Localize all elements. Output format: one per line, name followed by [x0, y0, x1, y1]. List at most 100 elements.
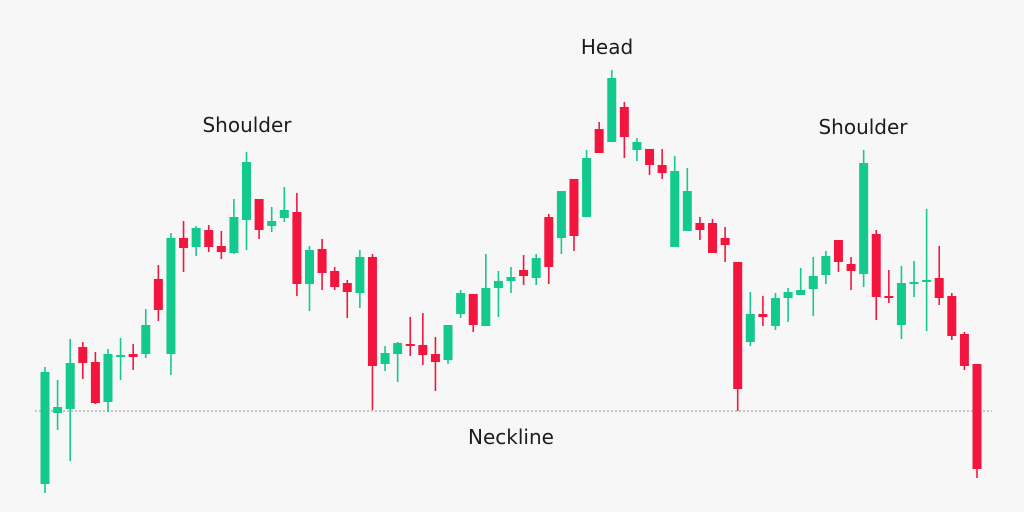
- candle-body: [443, 325, 453, 360]
- candle-body: [204, 230, 214, 247]
- candle-body: [317, 249, 327, 273]
- candle-60: [783, 288, 793, 322]
- candle-43: [569, 179, 579, 251]
- candle-body: [859, 163, 869, 274]
- candle-48: [632, 138, 642, 161]
- candle-7: [116, 338, 126, 380]
- candle-38: [506, 267, 516, 293]
- candle-17: [242, 152, 252, 250]
- candle-body: [493, 281, 503, 288]
- candle-body: [456, 293, 466, 314]
- candle-body: [179, 238, 189, 248]
- candle-body: [645, 149, 655, 165]
- candle-body: [506, 277, 516, 281]
- candle-27: [367, 254, 377, 410]
- candle-39: [519, 255, 529, 285]
- candle-body: [141, 325, 151, 354]
- candle-50: [657, 149, 667, 179]
- candle-51: [670, 156, 680, 247]
- candle-body: [708, 223, 718, 253]
- candle-31: [418, 313, 428, 365]
- candle-body: [833, 240, 843, 262]
- candle-59: [770, 293, 780, 330]
- candle-body: [909, 282, 919, 284]
- candle-29: [393, 342, 403, 382]
- candle-53: [695, 217, 705, 240]
- candle-body: [279, 210, 289, 218]
- candle-55: [720, 227, 730, 262]
- candle-body: [380, 353, 390, 364]
- candle-70: [909, 261, 919, 297]
- neckline-label: Neckline: [468, 425, 554, 449]
- candle-body: [519, 270, 529, 276]
- candle-body: [695, 223, 705, 230]
- candle-63: [821, 251, 831, 284]
- candle-body: [65, 363, 75, 409]
- candle-44: [582, 150, 592, 217]
- candle-54: [708, 219, 718, 253]
- candle-4: [78, 342, 88, 379]
- candle-30: [405, 317, 415, 356]
- candle-66: [859, 150, 869, 287]
- head-label: Head: [580, 35, 634, 59]
- candle-18: [254, 199, 264, 239]
- candle-61: [796, 268, 806, 295]
- candle-33: [443, 325, 453, 364]
- candle-body: [821, 256, 831, 275]
- candle-body: [216, 246, 226, 252]
- candle-35: [468, 294, 478, 332]
- candle-body: [947, 296, 957, 336]
- candle-body: [242, 162, 252, 220]
- candle-body: [959, 334, 969, 366]
- candle-52: [682, 168, 692, 231]
- candle-body: [128, 354, 138, 357]
- candle-body: [405, 344, 415, 346]
- candle-28: [380, 346, 390, 371]
- candle-40: [531, 254, 541, 285]
- candle-10: [153, 265, 163, 321]
- candle-25: [342, 280, 352, 318]
- candle-body: [871, 234, 881, 297]
- candle-body: [191, 228, 201, 247]
- candle-body: [90, 362, 100, 403]
- candle-body: [468, 294, 478, 325]
- candle-body: [116, 355, 126, 357]
- candle-20: [279, 187, 289, 222]
- candle-57: [745, 292, 755, 346]
- candle-13: [191, 226, 201, 256]
- candle-body: [670, 171, 680, 247]
- candle-16: [229, 199, 239, 254]
- candle-body: [40, 372, 50, 484]
- candle-body: [556, 191, 566, 238]
- candle-46: [607, 70, 617, 142]
- candle-36: [481, 254, 491, 326]
- candle-body: [922, 280, 932, 282]
- candle-12: [179, 221, 189, 272]
- candle-body: [682, 191, 692, 231]
- candle-body: [720, 238, 730, 245]
- candle-body: [657, 165, 667, 173]
- candle-body: [594, 129, 604, 153]
- candle-62: [808, 257, 818, 316]
- candle-body: [846, 264, 856, 271]
- candle-19: [267, 207, 277, 232]
- candle-34: [456, 290, 466, 318]
- candle-body: [972, 364, 982, 469]
- candle-body: [229, 217, 239, 253]
- candle-71: [922, 209, 932, 331]
- candle-58: [758, 296, 768, 326]
- candle-body: [103, 354, 113, 402]
- candle-body: [733, 262, 743, 389]
- candle-body: [342, 283, 352, 292]
- candle-body: [582, 158, 592, 217]
- candle-32: [430, 337, 440, 391]
- candle-body: [166, 238, 176, 354]
- candle-5: [90, 352, 100, 404]
- candle-21: [292, 193, 302, 296]
- candle-45: [594, 122, 604, 153]
- candle-6: [103, 349, 113, 412]
- candle-56: [733, 262, 743, 411]
- candle-15: [216, 231, 226, 259]
- candle-1: [40, 367, 50, 493]
